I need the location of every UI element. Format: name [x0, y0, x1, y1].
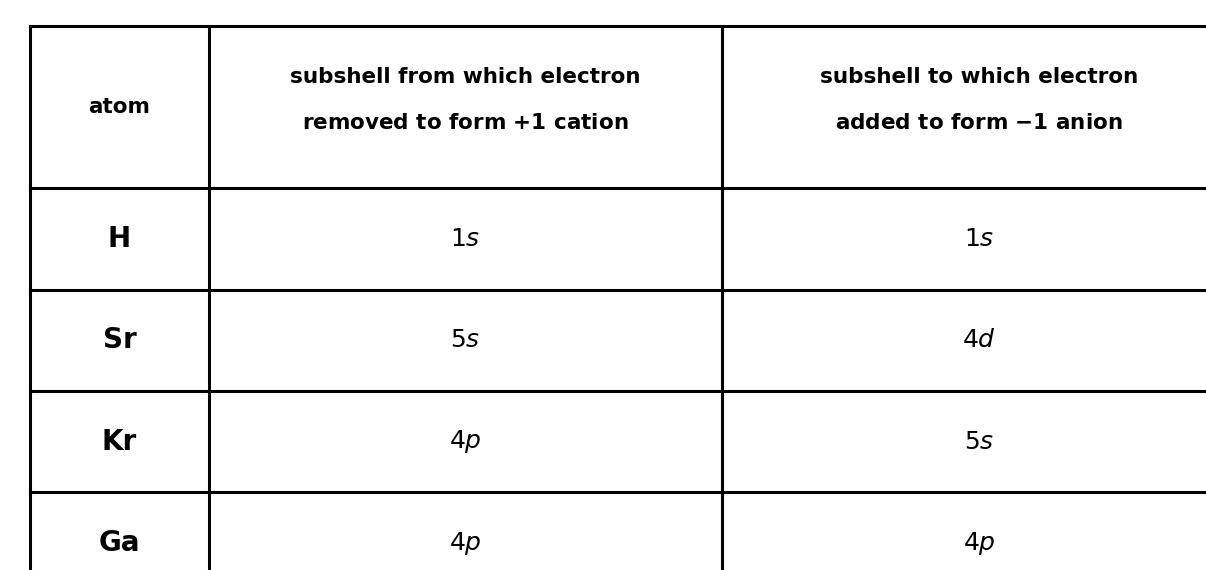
- Text: $\mathrm{5}$$\mathit{s}$: $\mathrm{5}$$\mathit{s}$: [450, 328, 481, 352]
- Text: Sr: Sr: [103, 326, 136, 355]
- Text: $\mathrm{4}$$\mathit{p}$: $\mathrm{4}$$\mathit{p}$: [449, 530, 482, 557]
- Text: $\mathrm{1}$$\mathit{s}$: $\mathrm{1}$$\mathit{s}$: [450, 227, 481, 251]
- Text: added to form $\bf{-1}$ anion: added to form $\bf{-1}$ anion: [836, 113, 1123, 133]
- Text: Ga: Ga: [99, 529, 140, 557]
- Text: $\mathrm{5}$$\mathit{s}$: $\mathrm{5}$$\mathit{s}$: [964, 430, 995, 454]
- Text: atom: atom: [88, 97, 151, 117]
- Text: $\mathrm{4}$$\mathit{d}$: $\mathrm{4}$$\mathit{d}$: [962, 328, 996, 352]
- Text: $\mathrm{1}$$\mathit{s}$: $\mathrm{1}$$\mathit{s}$: [964, 227, 995, 251]
- Text: subshell from which electron: subshell from which electron: [291, 67, 640, 87]
- Text: H: H: [107, 225, 131, 253]
- Text: $\mathrm{4}$$\mathit{p}$: $\mathrm{4}$$\mathit{p}$: [962, 530, 996, 557]
- Text: removed to form $\bf{+1}$ cation: removed to form $\bf{+1}$ cation: [303, 113, 628, 133]
- Text: subshell to which electron: subshell to which electron: [820, 67, 1138, 87]
- Text: Kr: Kr: [101, 428, 137, 456]
- Text: $\mathrm{4}$$\mathit{p}$: $\mathrm{4}$$\mathit{p}$: [449, 428, 482, 455]
